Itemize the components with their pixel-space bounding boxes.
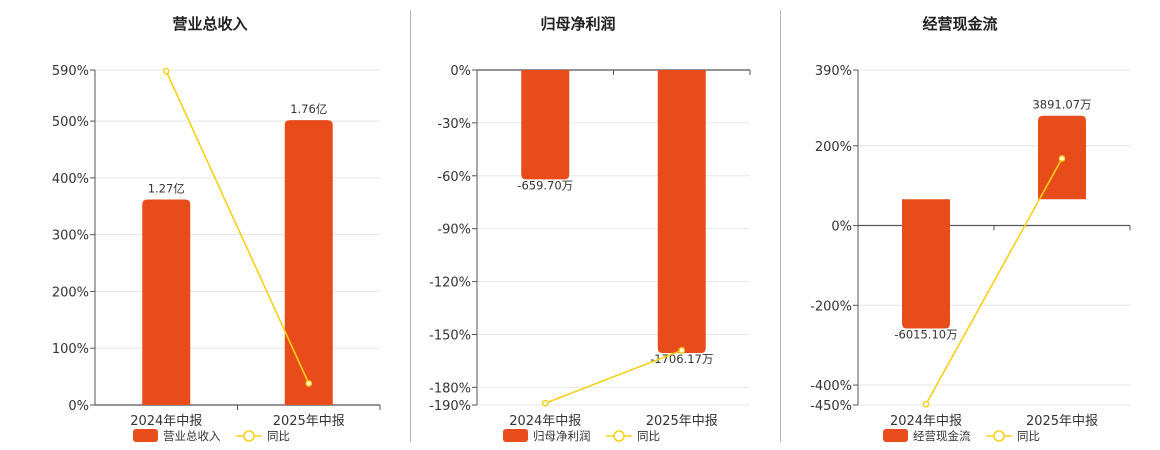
y-tick-label: 0% (831, 220, 852, 235)
legend-bar-label: 经营现金流 (913, 429, 971, 443)
x-tick-label: 2024年中报 (130, 414, 202, 429)
line-point (922, 400, 930, 408)
y-tick-label: 0% (68, 399, 89, 414)
line-point (541, 399, 549, 407)
y-tick-label: -60% (437, 170, 471, 185)
legend-line-label: 同比 (637, 429, 660, 443)
legend-line-label: 同比 (1017, 429, 1040, 443)
legend-bar-label: 归母净利润 (533, 429, 591, 443)
y-tick-label: 400% (52, 172, 89, 187)
bar-data-label: 3891.07万 (1032, 98, 1091, 112)
series-line (544, 349, 683, 404)
y-tick-label: 300% (52, 229, 89, 244)
line-point (305, 380, 313, 387)
x-tick-label: 2024年中报 (890, 414, 962, 429)
y-tick-label: -90% (437, 223, 471, 238)
y-tick-label: -400% (810, 379, 852, 394)
bar (657, 70, 706, 353)
y-tick-label: -450% (810, 399, 852, 414)
y-tick-label: 390% (815, 64, 852, 79)
bar-data-label: 1.76亿 (290, 102, 327, 116)
y-tick-label: -150% (429, 328, 471, 343)
y-tick-label: 200% (815, 140, 852, 155)
series-line (165, 70, 310, 384)
x-tick-label: 2025年中报 (1026, 414, 1098, 429)
bar-data-label: -6015.10万 (894, 327, 957, 341)
line-point (1058, 155, 1066, 162)
y-tick-label: 0% (450, 64, 471, 79)
y-tick-label: 200% (52, 285, 89, 300)
legend-bar-label: 营业总收入 (163, 429, 221, 443)
legend-bar-swatch (883, 429, 908, 442)
bar (521, 70, 570, 180)
legend-bar-swatch (133, 429, 158, 442)
y-tick-label: 500% (52, 115, 89, 130)
bar-data-label: -1706.17万 (650, 352, 713, 366)
y-tick-label: -30% (437, 117, 471, 132)
legend-line-marker (243, 430, 255, 442)
bar (284, 120, 333, 406)
chart-title: 经营现金流 (922, 15, 997, 33)
y-tick-label: -120% (429, 276, 471, 291)
panel-divider (780, 10, 781, 442)
panel-divider (410, 10, 411, 442)
chart-title: 归母净利润 (540, 15, 615, 33)
y-tick-label: -200% (810, 299, 852, 314)
legend-line-marker (993, 430, 1005, 442)
bar (902, 199, 950, 329)
legend-bar-swatch (503, 429, 528, 442)
legend-line-label: 同比 (267, 429, 290, 443)
y-tick-label: -190% (429, 399, 471, 414)
x-tick-label: 2024年中报 (509, 414, 581, 429)
y-tick-label: 100% (52, 342, 89, 357)
bar-data-label: -659.70万 (517, 178, 573, 192)
y-tick-label: 590% (52, 64, 89, 79)
legend-line-marker (613, 430, 625, 442)
line-point (162, 67, 170, 75)
chart-title: 营业总收入 (172, 15, 247, 33)
bar-data-label: 1.27亿 (148, 181, 185, 195)
x-tick-label: 2025年中报 (273, 414, 345, 429)
series-line (925, 158, 1063, 405)
line-point (678, 346, 686, 354)
x-tick-label: 2025年中报 (646, 414, 718, 429)
y-tick-label: -180% (429, 381, 471, 396)
bar (142, 199, 191, 405)
